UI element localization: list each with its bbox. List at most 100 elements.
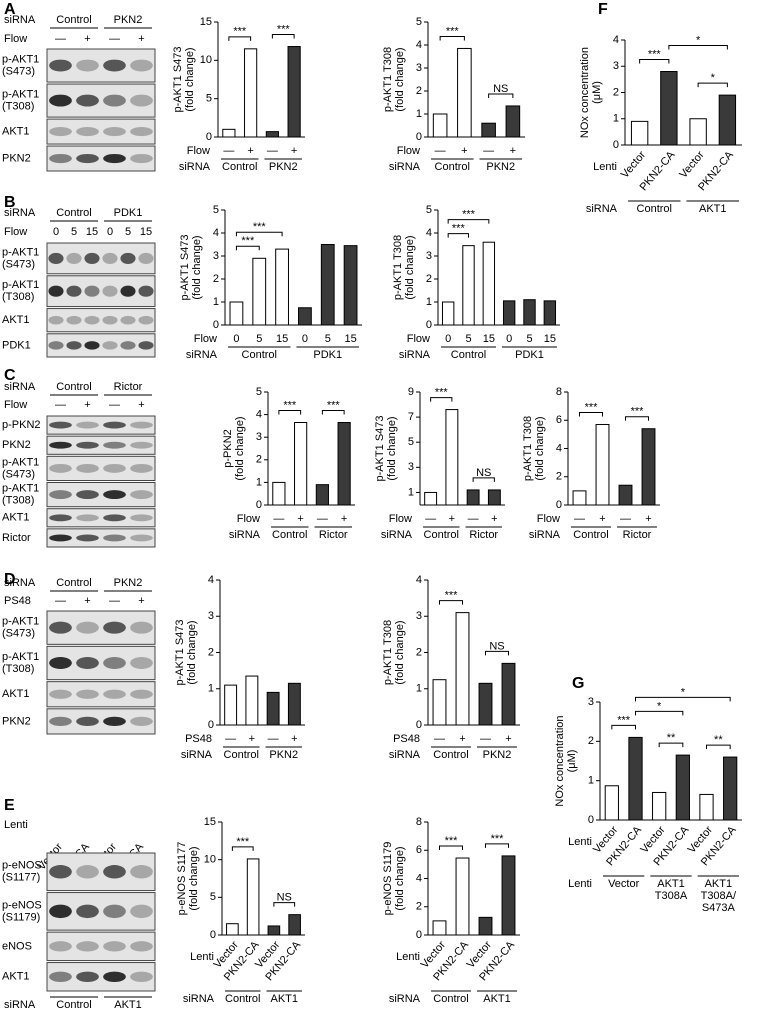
blot-band — [103, 421, 126, 429]
lane-label: + — [138, 595, 144, 607]
y-tick-label: 4 — [416, 39, 422, 51]
y-tick-label: 5 — [256, 386, 262, 398]
blot-band — [138, 315, 154, 325]
x-tick-label: 0 — [445, 333, 451, 345]
x-tick-label: — — [223, 145, 234, 157]
blot-band — [48, 315, 64, 325]
sig-bracket — [271, 34, 295, 39]
blot-band — [76, 689, 99, 699]
y-tick-label: 2 — [588, 735, 594, 747]
panel-letter: C — [4, 367, 16, 384]
blot-band — [76, 514, 99, 522]
group-label: AKT1 — [705, 878, 733, 890]
group-label: Control — [435, 161, 470, 173]
group-label: AKT1 — [657, 878, 685, 890]
blot-label: p-eNOS — [2, 899, 42, 911]
sig-label: *** — [648, 48, 662, 60]
y-tick-label: 6 — [416, 844, 422, 856]
y-axis-label: (fold change) — [394, 846, 406, 910]
y-tick-label: 9 — [408, 386, 414, 398]
y-axis-label: (fold change) — [184, 47, 196, 111]
y-tick-label: 1 — [613, 113, 619, 125]
blot-band — [130, 441, 153, 449]
sig-label: * — [681, 686, 686, 698]
group-name: siRNA — [181, 749, 213, 761]
bar — [723, 756, 738, 821]
blot-band — [76, 94, 99, 107]
sig-bracket — [485, 843, 509, 848]
blot-row-name: siRNA — [4, 381, 36, 393]
y-tick-label: 0 — [206, 131, 212, 143]
x-row-name: Flow — [194, 333, 217, 345]
blot-label: (S473) — [2, 258, 35, 270]
sig-label: *** — [236, 836, 250, 848]
blot-label: AKT1 — [2, 971, 30, 983]
y-tick-label: 3 — [416, 610, 422, 622]
x-tick-label: 15 — [544, 333, 556, 345]
y-axis-label: p-AKT1 T308 — [382, 47, 394, 112]
sig-bracket — [488, 93, 514, 98]
y-tick-label: 3 — [426, 250, 432, 262]
y-axis-label: p-eNOS S1177 — [176, 842, 188, 916]
group-label: Rictor — [469, 529, 498, 541]
bar — [222, 128, 236, 138]
sig-bracket — [635, 696, 731, 702]
blot-band — [48, 285, 64, 297]
x-tick-label: + — [341, 513, 347, 525]
bar — [466, 489, 480, 506]
blot-band — [66, 252, 82, 264]
blot-strip — [46, 508, 156, 528]
sig-label: *** — [462, 209, 476, 221]
blot-label: Rictor — [2, 532, 31, 544]
blot-band — [103, 904, 126, 919]
x-tick-label: + — [505, 733, 511, 745]
sig-bracket — [706, 744, 731, 750]
bar — [275, 248, 289, 326]
sig-label: *** — [491, 833, 505, 845]
blot-label: p-AKT1 — [2, 616, 39, 628]
group-name: siRNA — [381, 529, 413, 541]
blot-band — [130, 463, 153, 473]
blot-band — [103, 514, 126, 522]
y-tick-label: 1 — [588, 775, 594, 787]
bar — [689, 118, 707, 146]
sig-bracket — [430, 397, 453, 402]
blot-strip — [46, 308, 156, 333]
bar — [502, 300, 516, 326]
y-axis-label: NOx concentration — [554, 715, 566, 806]
blot-band — [130, 126, 153, 137]
blot-band — [49, 941, 72, 952]
sig-bracket — [668, 45, 728, 50]
y-tick-label: 0 — [256, 499, 262, 511]
group-label: Rictor — [623, 529, 652, 541]
blot-band — [130, 514, 153, 522]
y-tick-label: 5 — [416, 16, 422, 28]
bar — [424, 491, 438, 506]
x-tick-label: 0 — [233, 333, 239, 345]
group-label: Control — [222, 161, 257, 173]
bar — [572, 490, 587, 506]
sig-label: NS — [489, 640, 504, 652]
y-tick-label: 10 — [200, 54, 212, 66]
sig-label: ** — [714, 734, 723, 746]
y-axis-label: (fold change) — [186, 620, 198, 684]
blot-band — [103, 126, 126, 137]
y-axis-label: (fold change) — [386, 416, 398, 480]
bar — [487, 489, 501, 506]
sig-label: *** — [617, 714, 631, 726]
blot-band — [138, 252, 154, 264]
bar — [481, 122, 496, 138]
panel-letter: A — [4, 1, 16, 18]
group-label: Control — [433, 749, 468, 761]
x-tick-label: 0 — [506, 333, 512, 345]
group-label: PKN2 — [269, 749, 298, 761]
blot-row-name: Lenti — [4, 819, 28, 831]
lane-label: — — [109, 399, 120, 411]
x-row-name: Lenti — [593, 161, 617, 173]
bar — [320, 244, 335, 326]
blot-band — [130, 490, 153, 500]
y-tick-label: 4 — [213, 227, 219, 239]
blot-band — [103, 441, 126, 449]
bar — [266, 691, 280, 726]
y-tick-label: 0 — [588, 814, 594, 826]
